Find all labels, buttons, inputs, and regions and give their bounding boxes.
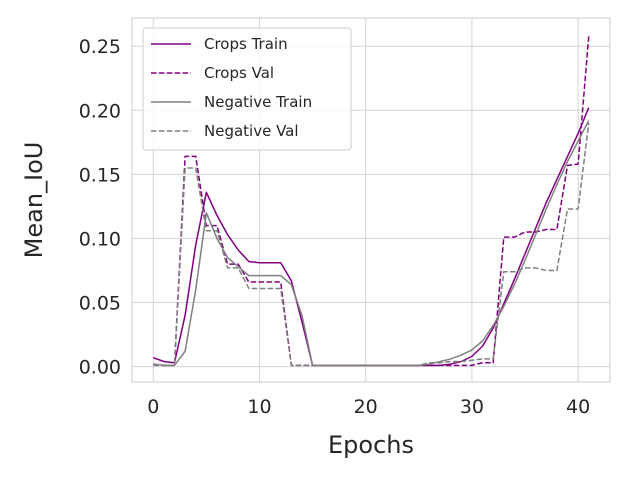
series-line-negative-val bbox=[153, 123, 590, 367]
grid-lines bbox=[132, 18, 610, 382]
y-tick-label: 0.05 bbox=[79, 293, 121, 315]
x-tick-label: 0 bbox=[147, 396, 159, 418]
y-tick-label: 0.00 bbox=[79, 357, 121, 379]
legend: Crops Train Crops Val Negative Train Negati… bbox=[142, 27, 352, 151]
y-tick-label: 0.10 bbox=[79, 228, 121, 250]
plot-frame bbox=[131, 17, 611, 383]
x-tick-label: 20 bbox=[354, 396, 378, 418]
legend-box bbox=[142, 27, 352, 151]
legend-label: Negative Val bbox=[204, 122, 299, 140]
y-axis-ticks: 0.00 0.05 0.10 0.15 0.20 0.25 bbox=[79, 36, 121, 378]
x-tick-label: 40 bbox=[566, 396, 590, 418]
legend-label: Crops Val bbox=[204, 64, 274, 82]
x-tick-label: 30 bbox=[460, 396, 484, 418]
y-tick-label: 0.25 bbox=[79, 36, 121, 58]
y-axis-label: Mean_IoU bbox=[20, 142, 48, 259]
y-tick-label: 0.15 bbox=[79, 164, 121, 186]
x-axis-label: Epochs bbox=[328, 431, 414, 459]
series-layer bbox=[152, 35, 590, 367]
x-axis-ticks: 0 10 20 30 40 bbox=[147, 396, 590, 418]
x-tick-label: 10 bbox=[247, 396, 271, 418]
legend-label: Negative Train bbox=[204, 93, 312, 111]
y-tick-label: 0.20 bbox=[79, 100, 121, 122]
legend-label: Crops Train bbox=[204, 35, 288, 53]
